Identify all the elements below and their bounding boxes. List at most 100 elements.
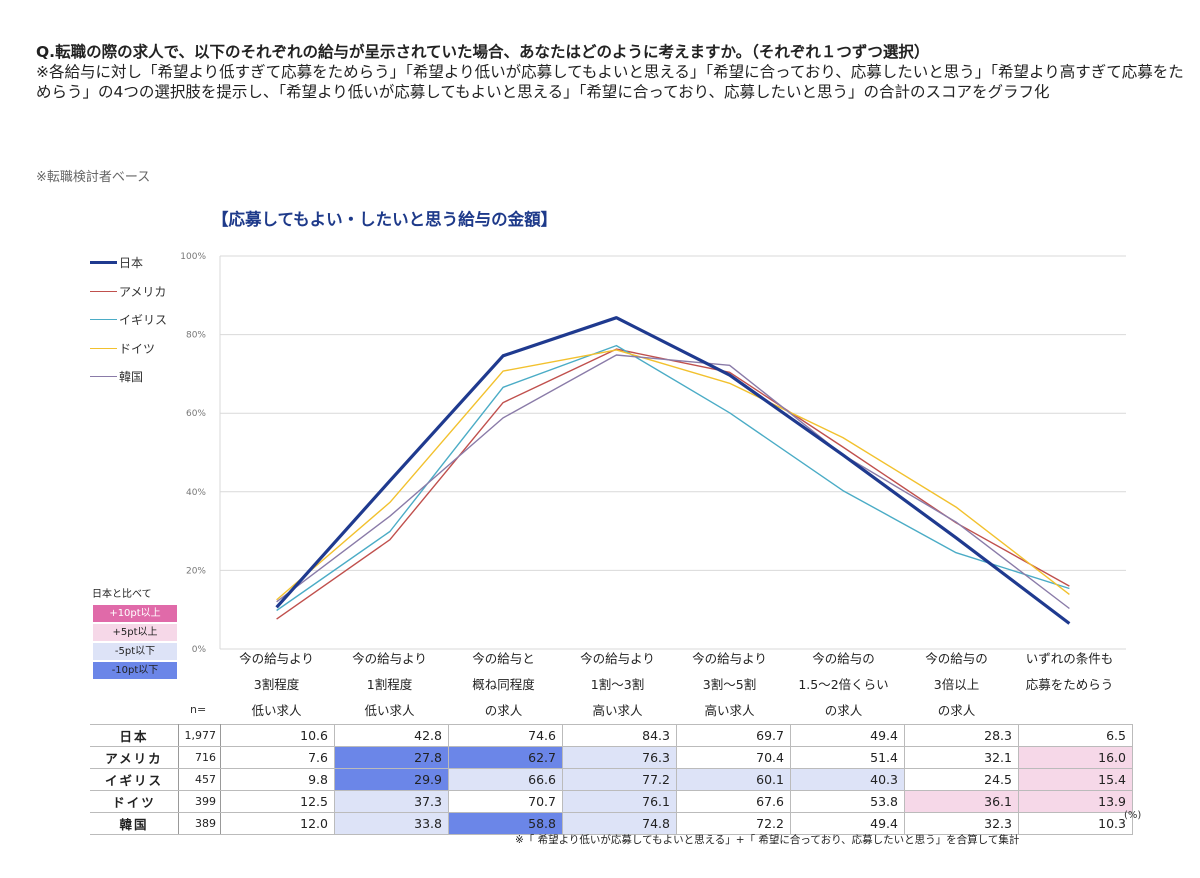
row-n: 457 <box>178 768 221 791</box>
table-row: アメリカ 716 7.6 27.8 62.7 76.3 70.4 51.4 32.1 16.0 <box>90 746 1133 769</box>
column-header-line: 今の給与の <box>925 651 988 666</box>
column-header-line: 今の給与より <box>692 651 767 666</box>
table-cell: 70.4 <box>676 746 791 769</box>
table-cell: 62.7 <box>448 746 563 769</box>
row-country: ドイツ <box>90 790 179 813</box>
column-header-line: 高い求人 <box>704 703 755 718</box>
table-cell: 66.6 <box>448 768 563 791</box>
question-note: ※各給与に対し「希望より低すぎて応募をためらう」「希望より低いが応募してもよいと… <box>36 63 1184 101</box>
table-cell: 58.8 <box>448 812 563 835</box>
table-cell: 49.4 <box>790 724 905 747</box>
column-header-line: 1割～3割 <box>590 677 645 692</box>
column-header: 今の給与より 3割程度 低い求人 <box>220 646 333 724</box>
column-header-line: 今の給与と <box>472 651 535 666</box>
row-n: 1,977 <box>178 724 221 747</box>
table-row: 日本 1,977 10.6 42.8 74.6 84.3 69.7 49.4 28.3 6.5 <box>90 724 1133 747</box>
series-line-日本 <box>275 316 1071 625</box>
legend-item-korea: 韓国 <box>90 368 143 384</box>
column-header-line: 応募をためらう <box>1025 677 1114 692</box>
legend-swatch <box>90 318 117 320</box>
column-header-line: 3倍以上 <box>933 677 980 692</box>
n-label: n= <box>190 703 207 716</box>
table-row: イギリス 457 9.8 29.9 66.6 77.2 60.1 40.3 24.5 15.4 <box>90 768 1133 791</box>
table-cell: 53.8 <box>790 790 905 813</box>
table-cell: 13.9 <box>1018 790 1133 813</box>
comparison-minus5: -5pt以下 <box>92 642 178 661</box>
table-cell: 49.4 <box>790 812 905 835</box>
column-header-line: の求人 <box>484 703 523 718</box>
table-cell: 10.6 <box>220 724 335 747</box>
row-n: 389 <box>178 812 221 835</box>
y-tick-label: 40% <box>186 488 206 498</box>
column-header-line: 1割程度 <box>366 677 413 692</box>
series-line-ドイツ <box>276 349 1070 601</box>
comparison-plus5: +5pt以上 <box>92 623 178 642</box>
column-header: 今の給与の 3倍以上の求人 <box>900 646 1013 724</box>
comparison-legend: 日本と比べて +10pt以上 +5pt以上 -5pt以下 -10pt以下 <box>92 588 178 680</box>
column-header: 今の給与より 1割～3割高い求人 <box>561 646 674 724</box>
table-cell: 67.6 <box>676 790 791 813</box>
table-cell: 12.0 <box>220 812 335 835</box>
row-country: イギリス <box>90 768 179 791</box>
column-header-line: 3割～5割 <box>702 677 757 692</box>
table-cell: 60.1 <box>676 768 791 791</box>
table-cell: 76.1 <box>562 790 677 813</box>
column-header-line: 1.5～2倍くらい <box>798 677 889 692</box>
column-header: 今の給与と 概ね同程度 の求人 <box>447 646 560 724</box>
legend-item-germany: ドイツ <box>90 340 155 356</box>
column-header-line: 今の給与より <box>239 651 314 666</box>
y-tick-label: 100% <box>180 252 206 262</box>
y-tick-label: 80% <box>186 331 206 341</box>
table-cell: 40.3 <box>790 768 905 791</box>
table-cell: 77.2 <box>562 768 677 791</box>
table-cell: 9.8 <box>220 768 335 791</box>
column-header-line: 今の給与より <box>580 651 655 666</box>
legend-swatch <box>90 347 117 349</box>
comparison-legend-title: 日本と比べて <box>92 589 152 600</box>
legend-label: イギリス <box>119 312 168 327</box>
legend-label: 日本 <box>119 255 144 270</box>
table-cell: 24.5 <box>904 768 1019 791</box>
legend-label: 韓国 <box>119 369 144 384</box>
table-cell: 28.3 <box>904 724 1019 747</box>
comparison-minus10: -10pt以下 <box>92 661 178 680</box>
legend-swatch <box>90 290 117 292</box>
series-line-韓国 <box>276 354 1070 610</box>
y-tick-label: 60% <box>186 409 206 419</box>
legend-swatch <box>90 260 117 264</box>
table-row: 韓国 389 12.0 33.8 58.8 74.8 72.2 49.4 32.3 10.3 <box>90 812 1133 835</box>
percent-unit: (%) <box>1124 810 1142 821</box>
table-cell: 36.1 <box>904 790 1019 813</box>
y-tick-label: 20% <box>186 566 206 576</box>
column-header-line: 低い求人 <box>251 703 302 718</box>
y-tick-label: 0% <box>192 645 207 655</box>
base-note: ※転職検討者ベース <box>36 170 151 185</box>
table-cell: 69.7 <box>676 724 791 747</box>
table-cell: 16.0 <box>1018 746 1133 769</box>
table-cell: 72.2 <box>676 812 791 835</box>
table-cell: 7.6 <box>220 746 335 769</box>
column-header-line: 今の給与より <box>352 651 427 666</box>
table-cell: 29.9 <box>334 768 449 791</box>
table-cell: 33.8 <box>334 812 449 835</box>
column-header-line: 今の給与の <box>812 651 875 666</box>
table-cell: 74.6 <box>448 724 563 747</box>
row-country: 韓国 <box>90 812 179 835</box>
table-row: ドイツ 399 12.5 37.3 70.7 76.1 67.6 53.8 36.1 13.9 <box>90 790 1133 813</box>
column-header: 今の給与より 1割程度 低い求人 <box>333 646 446 724</box>
data-table: 日本 1,977 10.6 42.8 74.6 84.3 69.7 49.4 28.3 6.5 アメ… <box>90 724 1133 835</box>
row-n: 716 <box>178 746 221 769</box>
column-header-line: の求人 <box>937 703 976 718</box>
table-cell: 6.5 <box>1018 724 1133 747</box>
table-cell: 12.5 <box>220 790 335 813</box>
table-cell: 32.1 <box>904 746 1019 769</box>
table-cell: 51.4 <box>790 746 905 769</box>
legend-swatch <box>90 375 117 377</box>
series-line-アメリカ <box>276 348 1070 620</box>
column-header-line: 高い求人 <box>592 703 643 718</box>
column-header: 今の給与より 3割～5割高い求人 <box>673 646 786 724</box>
table-cell: 15.4 <box>1018 768 1133 791</box>
row-n: 399 <box>178 790 221 813</box>
column-header: 今の給与の 1.5～2倍くらい の求人 <box>787 646 900 724</box>
